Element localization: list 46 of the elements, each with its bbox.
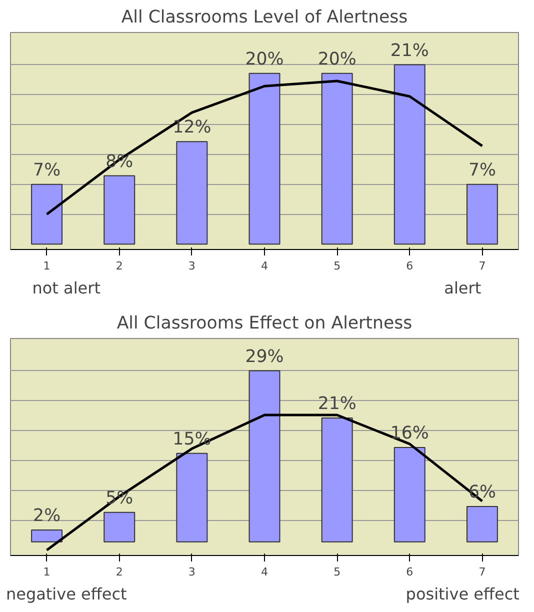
x-tick-label: 7	[478, 260, 486, 272]
bar	[466, 184, 498, 245]
chart-title: All Classrooms Level of Alertness	[121, 8, 408, 28]
bar	[321, 417, 353, 542]
x-tick-label: 3	[188, 260, 196, 272]
bar	[104, 175, 136, 245]
bar	[466, 506, 498, 542]
data-label: 2%	[33, 506, 61, 526]
bar	[31, 184, 63, 245]
bar	[248, 370, 280, 542]
x-tick-label: 4	[261, 260, 268, 272]
x-tick-label: 4	[261, 566, 268, 578]
x-tick-label: 5	[334, 566, 341, 578]
bar	[176, 452, 208, 542]
chart-title: All Classrooms Effect on Alertness	[116, 314, 412, 334]
bar	[31, 530, 63, 542]
x-tick-label: 2	[116, 260, 123, 272]
bar	[104, 512, 136, 542]
bar	[321, 72, 353, 245]
data-label: 16%	[390, 423, 429, 444]
bar	[394, 64, 426, 245]
data-label: 20%	[245, 49, 284, 70]
data-label: 29%	[245, 346, 284, 367]
x-tick-label: 1	[43, 260, 50, 272]
data-label: 21%	[318, 394, 356, 414]
x-tick-label: 7	[478, 566, 486, 578]
bar	[248, 72, 280, 245]
bar	[176, 141, 208, 245]
data-label: 6%	[468, 482, 496, 502]
text: not alert	[32, 278, 100, 298]
data-label: 7%	[33, 160, 61, 180]
data-label: 15%	[172, 429, 212, 450]
data-label: 12%	[172, 118, 212, 138]
x-tick-label: 1	[43, 566, 50, 578]
data-label: 7%	[468, 160, 496, 180]
x-tick-label: 5	[334, 260, 341, 272]
x-tick-label: 6	[406, 260, 414, 272]
text: positive effect	[406, 584, 520, 604]
text: alert	[444, 278, 482, 298]
x-tick-label: 2	[116, 566, 123, 578]
bar	[394, 446, 426, 542]
text: negative effect	[6, 584, 127, 604]
x-tick-label: 6	[406, 566, 414, 578]
data-label: 20%	[318, 49, 356, 70]
data-label: 21%	[390, 40, 429, 61]
x-tick-label: 3	[188, 566, 196, 578]
